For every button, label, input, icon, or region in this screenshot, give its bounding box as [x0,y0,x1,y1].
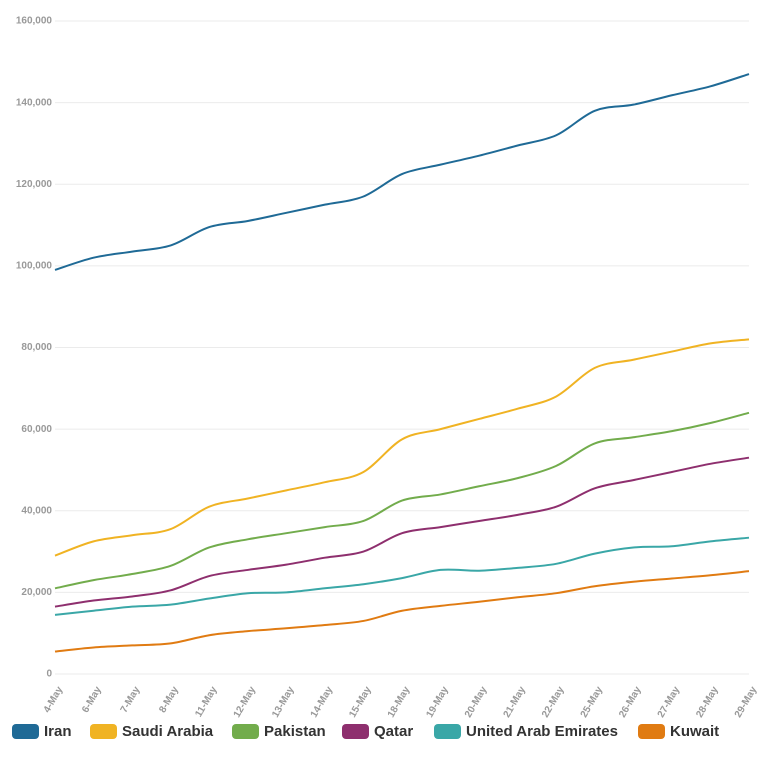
y-tick-label: 160,000 [16,16,53,27]
x-tick-label: 4-May [42,684,66,714]
x-tick-label: 29-May [733,684,760,719]
x-tick-label: 25-May [579,684,606,719]
legend-label: Iran [44,723,72,740]
y-tick-label: 20,000 [21,587,52,598]
legend-swatch [12,724,39,739]
x-tick-label: 20-May [463,684,490,719]
y-tick-label: 60,000 [21,424,52,435]
legend-swatch [342,724,369,739]
y-tick-label: 140,000 [16,97,53,108]
x-tick-label: 12-May [232,684,259,719]
series-line [54,570,750,653]
x-tick-label: 13-May [270,684,297,719]
y-tick-label: 100,000 [16,261,53,272]
legend-label: Pakistan [264,723,326,740]
series-line [54,411,750,590]
x-tick-label: 22-May [540,684,567,719]
x-tick-label: 14-May [309,684,336,719]
series-line [54,338,750,557]
x-tick-label: 27-May [656,684,683,719]
y-tick-label: 40,000 [21,505,52,516]
x-tick-label: 28-May [694,684,721,719]
x-tick-label: 21-May [502,684,529,719]
x-tick-label: 18-May [386,684,413,719]
legend-label: Saudi Arabia [122,723,214,740]
series-line [54,456,750,608]
legend-swatch [232,724,259,739]
x-tick-label: 8-May [157,684,181,714]
series-line [54,73,750,271]
x-tick-label: 26-May [617,684,644,719]
legend-label: Kuwait [670,723,719,740]
x-tick-label: 15-May [347,684,374,719]
x-tick-label: 11-May [193,684,219,719]
y-tick-label: 120,000 [16,179,53,190]
legend-label: Qatar [374,723,413,740]
legend-swatch [90,724,117,739]
x-tick-label: 19-May [424,684,451,719]
legend-swatch [434,724,461,739]
series-line [54,536,750,616]
legend-swatch [638,724,665,739]
y-tick-label: 80,000 [21,342,52,353]
y-tick-label: 0 [46,669,52,680]
legend-label: United Arab Emirates [466,723,618,740]
x-tick-label: 6-May [80,684,104,714]
x-tick-label: 7-May [119,684,143,714]
